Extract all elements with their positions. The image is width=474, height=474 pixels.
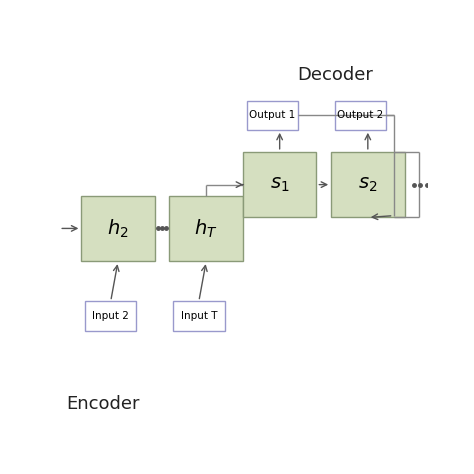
Bar (169, 196, 243, 261)
Text: Input T: Input T (181, 311, 217, 321)
Text: Encoder: Encoder (66, 395, 140, 412)
Text: $s_{1}$: $s_{1}$ (270, 175, 290, 194)
Text: Output 2: Output 2 (337, 110, 383, 120)
Bar (243, 152, 316, 218)
Text: Decoder: Decoder (297, 66, 373, 84)
Bar (82, 196, 155, 261)
Bar (85, 301, 137, 331)
Bar (173, 301, 225, 331)
Text: $s_{2}$: $s_{2}$ (358, 175, 377, 194)
Text: $h_{T}$: $h_{T}$ (194, 217, 218, 239)
Text: Input 2: Input 2 (92, 311, 129, 321)
Bar (331, 152, 404, 218)
Text: $h_{2}$: $h_{2}$ (107, 217, 129, 239)
Bar (335, 100, 386, 130)
Bar (246, 100, 298, 130)
Text: Output 1: Output 1 (249, 110, 295, 120)
